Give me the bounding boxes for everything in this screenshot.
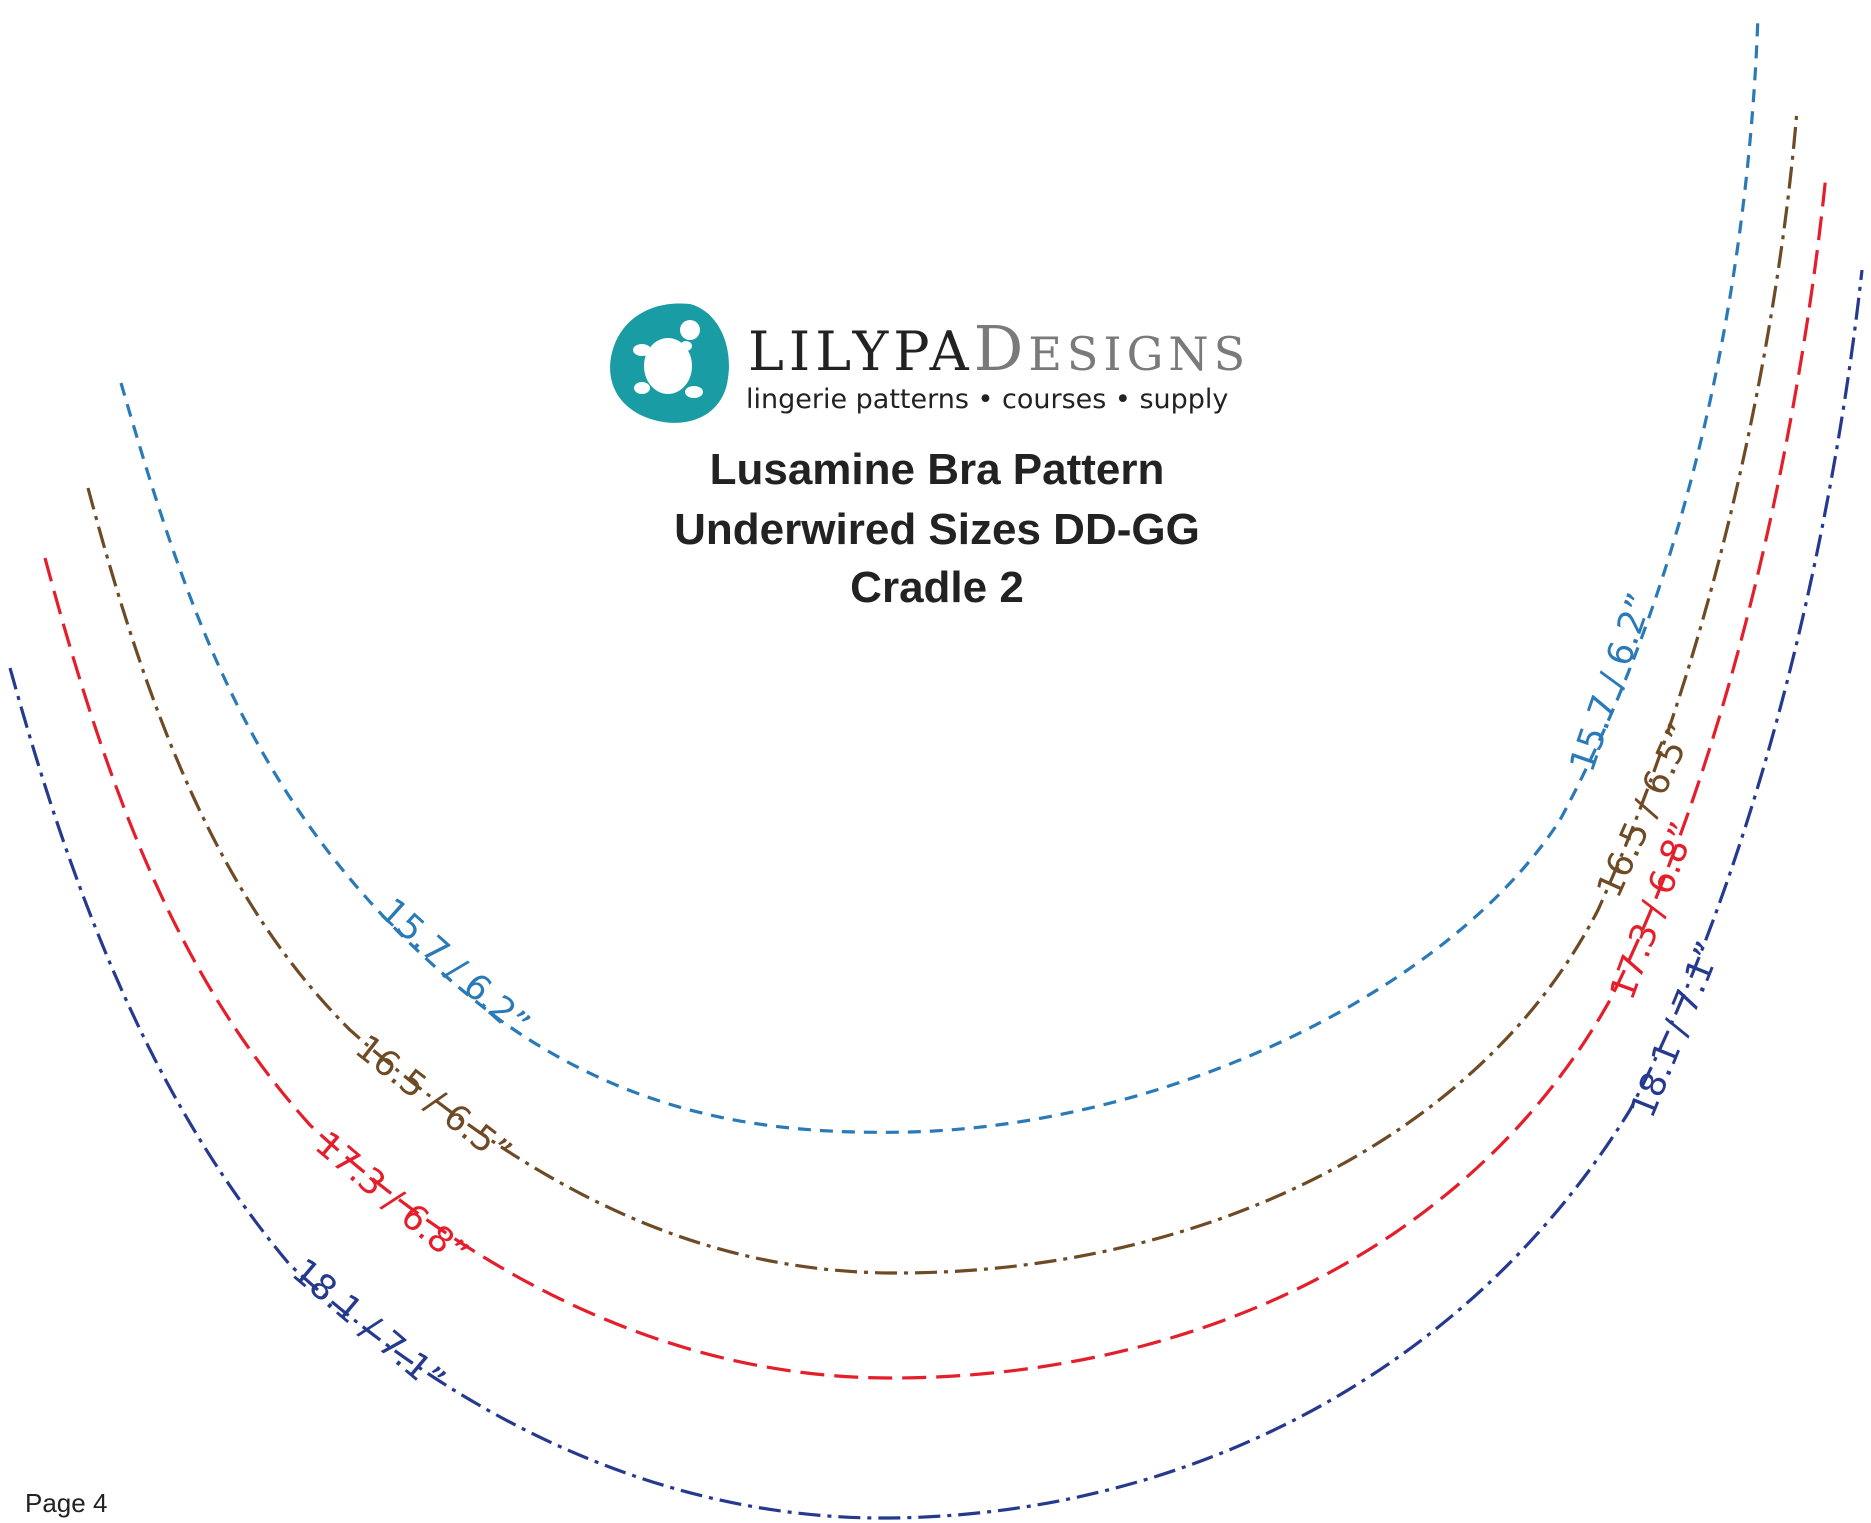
brand-tagline: lingerie patterns • courses • supply <box>746 384 1228 415</box>
pattern-title: Lusamine Bra Pattern Underwired Sizes DD… <box>674 445 1200 612</box>
turtle-icon <box>633 320 703 398</box>
brand-name: LILYPADESIGNS <box>748 312 1250 385</box>
logo: LILYPADESIGNS lingerie patterns • course… <box>610 303 1250 423</box>
title-line-3: Cradle 2 <box>850 563 1024 612</box>
wire-label-left-15-7: 15.7 / 6.2” <box>372 891 537 1045</box>
wire-line-18-1 <box>8 269 1864 1520</box>
wire-label-left-16-5: 16.5 / 6.5” <box>347 1028 518 1174</box>
wire-label-right-15-7: 15.7 / 6.2” <box>1563 588 1661 777</box>
wire-label-left-17-3: 17.3 / 6.8” <box>307 1124 475 1274</box>
wire-line-17-3 <box>43 174 1828 1380</box>
title-line-2: Underwired Sizes DD-GG <box>674 505 1200 554</box>
wire-line-15-7 <box>119 14 1760 1134</box>
wire-line-16-5 <box>86 109 1799 1275</box>
title-line-1: Lusamine Bra Pattern <box>710 445 1165 494</box>
wire-label-left-18-1: 18.1 / 7.1” <box>284 1251 452 1401</box>
page-number: Page 4 <box>25 1488 107 1518</box>
